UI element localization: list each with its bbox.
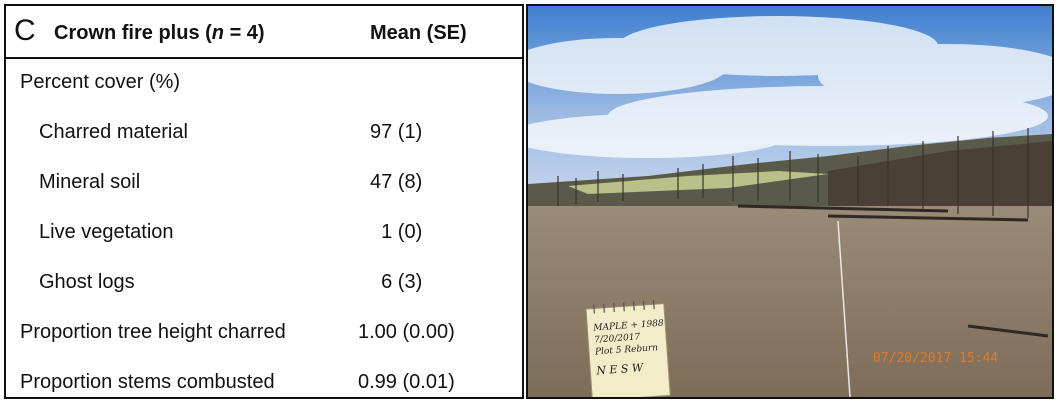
row-value: 1.00 (0.00) bbox=[358, 321, 455, 343]
row-label: Proportion tree height charred bbox=[20, 321, 286, 343]
row-label: Proportion stems combusted bbox=[20, 371, 275, 393]
row-value: 47 (8) bbox=[370, 171, 423, 193]
table-row: Proportion tree height charred 1.00 (0.0… bbox=[6, 309, 522, 359]
table-header: C Crown fire plus (n = 4) Mean (SE) bbox=[6, 6, 522, 59]
row-value: 97 (1) bbox=[370, 121, 423, 143]
table-title: Crown fire plus (n = 4) bbox=[54, 22, 265, 45]
clouds bbox=[528, 16, 1052, 158]
transect-tape bbox=[837, 220, 851, 397]
row-value: 6 (3) bbox=[370, 271, 423, 293]
title-n: n bbox=[211, 22, 225, 44]
snags bbox=[557, 128, 1029, 218]
title-prefix: Crown fire plus ( bbox=[54, 22, 212, 44]
title-suffix: = 4) bbox=[224, 22, 265, 44]
table-row: Proportion stems combusted 0.99 (0.01) bbox=[6, 359, 522, 409]
notepad-line-3: Plot 5 Reburn bbox=[594, 343, 659, 357]
row-label: Charred material bbox=[39, 121, 188, 143]
notepad-line-2: 7/20/2017 bbox=[594, 332, 641, 345]
row-value: 1 (0) bbox=[370, 221, 423, 243]
table-row: Mineral soil 47 (8) bbox=[6, 159, 522, 209]
column-header-mean-se: Mean (SE) bbox=[370, 22, 467, 44]
fallen-logs bbox=[737, 204, 1049, 338]
row-label: Percent cover (%) bbox=[20, 71, 181, 93]
green-meadow bbox=[568, 171, 828, 194]
row-label: Ghost logs bbox=[39, 271, 135, 293]
notepad-line-4: N E S W bbox=[595, 361, 645, 377]
row-label: Mineral soil bbox=[39, 171, 141, 193]
panel-letter: C bbox=[14, 14, 36, 47]
table-row: Percent cover (%) bbox=[6, 59, 522, 109]
table-row: Live vegetation 1 (0) bbox=[6, 209, 522, 259]
row-value: 0.99 (0.01) bbox=[358, 371, 455, 393]
field-photo: MAPLE + 1988 7/20/2017 Plot 5 Reburn N E… bbox=[526, 4, 1054, 399]
table-row: Charred material 97 (1) bbox=[6, 109, 522, 159]
data-table-panel: C Crown fire plus (n = 4) Mean (SE) Perc… bbox=[4, 4, 524, 399]
burned-landscape-photo: MAPLE + 1988 7/20/2017 Plot 5 Reburn N E… bbox=[528, 6, 1052, 397]
photo-date-stamp: 07/20/2017 15:44 bbox=[873, 351, 998, 366]
notepad-line-1: MAPLE + 1988 bbox=[592, 319, 664, 334]
field-notepad: MAPLE + 1988 7/20/2017 Plot 5 Reburn N E… bbox=[585, 300, 671, 397]
table-row: Ghost logs 6 (3) bbox=[6, 259, 522, 309]
row-label: Live vegetation bbox=[39, 221, 174, 243]
